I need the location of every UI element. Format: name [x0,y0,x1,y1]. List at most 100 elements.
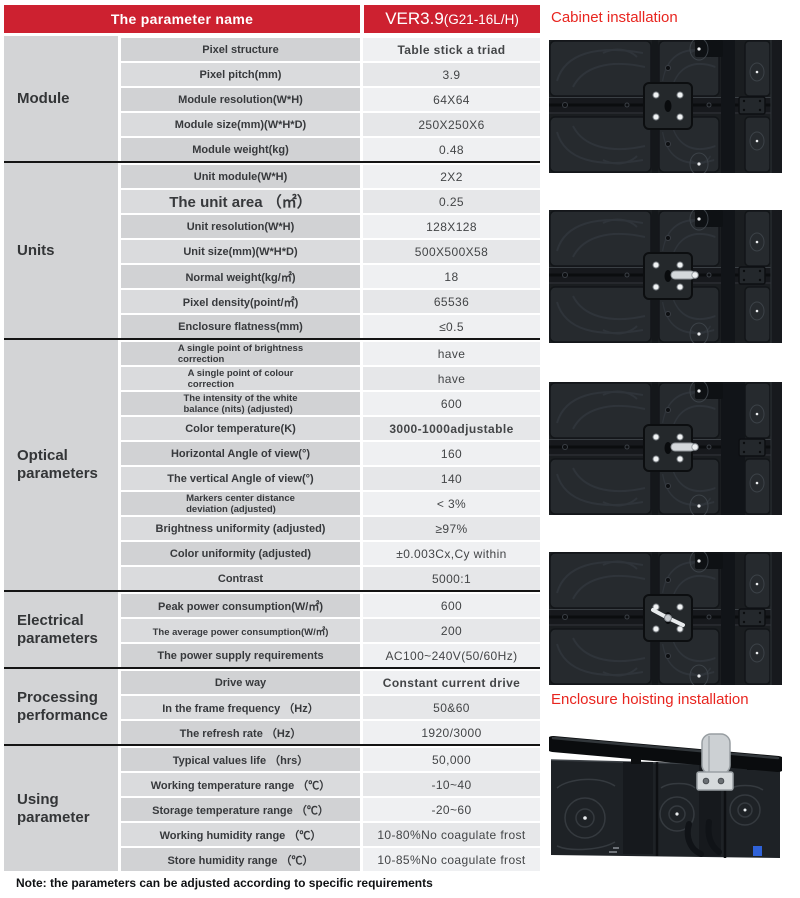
parameter-name-cell: Pixel structure [121,38,360,61]
cabinet-installation-title: Cabinet installation [551,9,678,26]
parameter-name-cell: Horizontal Angle of view(°) [121,442,360,465]
section-rows: Peak power consumption(W/㎡) 600 The averag… [121,592,540,667]
table-row: Pixel structure Table stick a triad [121,38,540,61]
parameter-value-cell: 0.48 [363,138,540,161]
parameter-value-cell: 3000-1000adjustable [363,417,540,440]
table-row: Module size(mm)(W*H*D) 250X250X6 [121,113,540,136]
parameter-value: 3000-1000adjustable [389,421,514,436]
hoisting-installation-title: Enclosure hoisting installation [551,691,749,708]
parameter-name-cell: Pixel density(point/㎡) [121,290,360,313]
table-row: The vertical Angle of view(°) 140 [121,467,540,490]
parameter-value-cell: 18 [363,265,540,288]
parameter-label: In the frame frequency （Hz） [162,702,319,715]
table-row: Store humidity range （℃） 10-85%No coagula… [121,848,540,871]
parameter-label: Module weight(kg) [192,143,289,156]
parameter-value-cell: 5000:1 [363,567,540,590]
parameter-value-cell: 160 [363,442,540,465]
footnote: Note: the parameters can be adjusted acc… [16,876,433,890]
parameter-value: Constant current drive [382,675,521,690]
parameter-label: Normal weight(kg/㎡) [185,271,296,284]
parameter-value-cell: ≤0.5 [363,315,540,338]
parameter-value-cell: 0.25 [363,190,540,213]
header-parameter-name: The parameter name [4,5,360,33]
parameter-value: 3.9 [442,67,461,82]
parameter-value-cell: AC100~240V(50/60Hz) [363,644,540,667]
parameter-value: have [437,371,466,386]
table-row: Contrast 5000:1 [121,567,540,590]
model-version-sub: (G21-16L/H) [443,11,519,27]
cabinet-photo-4 [549,552,782,685]
parameter-value-cell: 500X500X58 [363,240,540,263]
table-row: Normal weight(kg/㎡) 18 [121,265,540,288]
parameter-name-cell: The unit area （㎡） [121,190,360,213]
parameter-label: Storage temperature range （℃） [152,804,329,817]
section-processing: Processing performance Drive way Constant … [4,667,540,744]
parameter-name-cell: A single point of brightness correction [121,342,360,365]
parameter-name-cell: Drive way [121,671,360,694]
parameter-name-cell: Normal weight(kg/㎡) [121,265,360,288]
table-row: Unit resolution(W*H) 128X128 [121,215,540,238]
parameter-value-cell: < 3% [363,492,540,515]
parameter-label: The power supply requirements [157,649,324,662]
parameter-name-cell: Store humidity range （℃） [121,848,360,871]
parameter-value: 2X2 [440,169,463,184]
parameter-label: The intensity of the white balance (nits… [183,392,298,415]
table-row: Color temperature(K) 3000-1000adjustable [121,417,540,440]
parameter-value-cell: 65536 [363,290,540,313]
parameter-value-cell: 2X2 [363,165,540,188]
parameter-value: 600 [440,598,463,613]
parameter-value: 64X64 [433,92,470,107]
table-row: The average power consumption(W/㎡) 200 [121,619,540,642]
parameter-label: Working humidity range （℃） [159,829,322,842]
cabinet-photo-2 [549,210,782,343]
parameter-value: 0.25 [439,194,464,209]
parameter-value-cell: 128X128 [363,215,540,238]
parameter-name-cell: The vertical Angle of view(°) [121,467,360,490]
parameter-name-cell: Contrast [121,567,360,590]
table-row: Pixel pitch(mm) 3.9 [121,63,540,86]
parameter-name-cell: Color temperature(K) [121,417,360,440]
parameter-value-cell: Constant current drive [363,671,540,694]
cabinet-photo-3 [549,382,782,515]
table-row: Peak power consumption(W/㎡) 600 [121,594,540,617]
parameter-value: 500X500X58 [414,244,489,259]
section-category-label: Electrical parameters [4,592,118,667]
parameter-label: Module resolution(W*H) [178,93,303,106]
parameter-name-cell: Pixel pitch(mm) [121,63,360,86]
table-body: Module Pixel structure Table stick a triad… [4,36,540,871]
table-row: Drive way Constant current drive [121,671,540,694]
parameter-name-cell: Module weight(kg) [121,138,360,161]
section-electrical: Electrical parameters Peak power consumpt… [4,590,540,667]
table-row: In the frame frequency （Hz） 50&60 [121,696,540,719]
parameter-value-cell: 10-85%No coagulate frost [363,848,540,871]
parameter-name-cell: The refresh rate （Hz） [121,721,360,744]
parameter-value-cell: 200 [363,619,540,642]
table-row: Module resolution(W*H) 64X64 [121,88,540,111]
header-model-version: VER3.9 (G21-16L/H) [364,5,540,33]
parameter-value: < 3% [436,496,467,511]
installation-panel: Cabinet installation Enclosure hoisting … [549,0,782,898]
parameter-value-cell: 50&60 [363,696,540,719]
parameter-name-cell: A single point of colour correction [121,367,360,390]
section-rows: Pixel structure Table stick a triad Pixel … [121,36,540,161]
section-rows: Unit module(W*H) 2X2 The unit area （㎡） 0.25… [121,163,540,338]
parameter-name-cell: Working temperature range （℃） [121,773,360,796]
table-row: Pixel density(point/㎡) 65536 [121,290,540,313]
section-rows: Drive way Constant current drive In the fr… [121,669,540,744]
table-row: Module weight(kg) 0.48 [121,138,540,161]
parameter-value: 5000:1 [431,571,472,586]
parameter-name-cell: Module resolution(W*H) [121,88,360,111]
parameter-value-cell: 50,000 [363,748,540,771]
parameter-label: The unit area （㎡） [169,194,312,211]
parameter-name-cell: Storage temperature range （℃） [121,798,360,821]
parameter-value-cell: 64X64 [363,88,540,111]
parameter-value: 250X250X6 [418,117,485,132]
parameter-value-cell: 140 [363,467,540,490]
parameter-value: 160 [440,446,463,461]
parameter-label: Color temperature(K) [185,422,296,435]
parameter-value-cell: -10~40 [363,773,540,796]
parameter-label: Store humidity range （℃） [167,854,314,867]
table-row: The power supply requirements AC100~240V(… [121,644,540,667]
parameter-name-cell: Brightness uniformity (adjusted) [121,517,360,540]
